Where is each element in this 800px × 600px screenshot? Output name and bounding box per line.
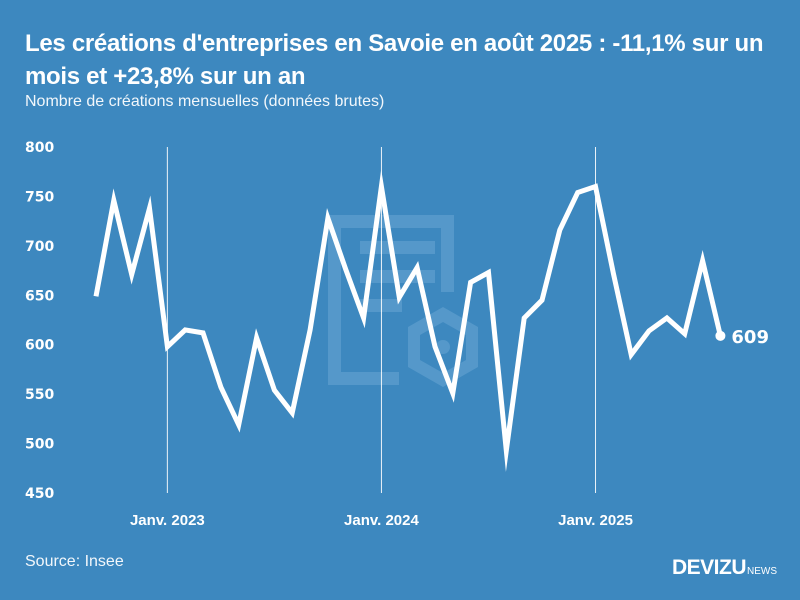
y-tick-label: 500 (25, 437, 54, 453)
y-tick-label: 650 (25, 288, 54, 304)
brand-name: DEVIZU (671, 556, 747, 579)
y-tick-label: 750 (25, 189, 54, 205)
y-tick-label: 800 (25, 140, 54, 156)
x-tick-label: Janv. 2024 (344, 512, 419, 529)
y-tick-label: 600 (25, 338, 54, 354)
chart-subtitle: Nombre de créations mensuelles (données … (25, 93, 385, 110)
chart-title: Les créations d'entreprises en Savoie en… (25, 30, 764, 90)
x-tick-label: Janv. 2025 (558, 512, 633, 529)
brand-suffix: NEWS (747, 566, 777, 577)
source-note: Source: Insee (25, 553, 124, 570)
y-tick-label: 700 (25, 239, 54, 255)
y-tick-label: 450 (25, 486, 54, 502)
end-value-label: 609 (731, 327, 769, 348)
brand-logo: DEVIZU NEWS (672, 556, 777, 580)
end-point-marker (715, 330, 726, 341)
series-line (93, 169, 723, 472)
x-tick-label: Janv. 2023 (130, 512, 205, 529)
y-tick-label: 550 (25, 387, 54, 403)
